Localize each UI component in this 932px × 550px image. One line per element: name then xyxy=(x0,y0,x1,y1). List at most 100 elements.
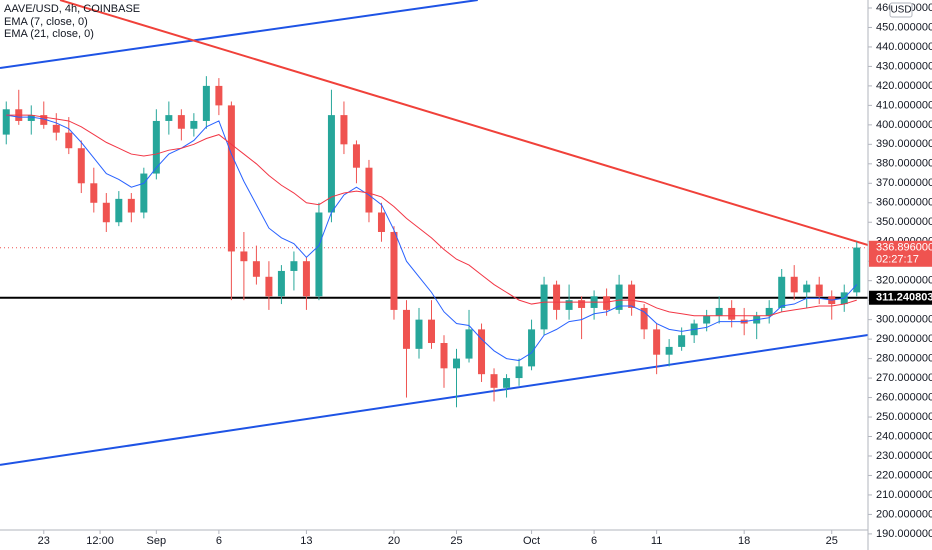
currency-label: USD xyxy=(890,5,911,16)
candle-body xyxy=(578,300,586,308)
currency-badge xyxy=(889,2,913,18)
candle-body xyxy=(127,198,135,213)
candle-body xyxy=(102,202,110,223)
candle-body xyxy=(415,319,423,349)
candle-body xyxy=(778,276,786,308)
candle-body xyxy=(152,120,160,174)
candle-body xyxy=(790,276,798,293)
candle-body xyxy=(265,276,273,297)
y-tick-label: 260.00000000 xyxy=(876,391,932,403)
candle-body xyxy=(27,115,35,121)
plot-area xyxy=(0,0,868,466)
candle-body xyxy=(815,284,823,297)
x-tick-label: 25 xyxy=(826,535,838,547)
x-tick-label: Oct xyxy=(523,535,540,547)
last-price-label: 336.89600000 xyxy=(876,242,932,254)
candle-body xyxy=(640,307,648,330)
candle-body xyxy=(490,374,498,388)
x-tick-label: 11 xyxy=(651,535,662,547)
candle-body xyxy=(315,212,323,297)
candle-body xyxy=(553,284,561,310)
y-tick-label: 370.00000000 xyxy=(876,177,932,189)
candle-body xyxy=(327,115,335,213)
y-tick-label: 220.00000000 xyxy=(876,469,932,481)
candle-body xyxy=(277,270,285,297)
candle-body xyxy=(190,120,198,129)
x-tick-label: 6 xyxy=(216,535,222,547)
y-tick-label: 270.00000000 xyxy=(876,372,932,384)
candle-body xyxy=(40,115,48,125)
trend-line xyxy=(0,334,868,466)
candle-body xyxy=(853,247,861,293)
candle-body xyxy=(427,319,435,344)
candle-body xyxy=(377,212,385,232)
candle-body xyxy=(177,115,185,129)
y-tick-label: 410.00000000 xyxy=(876,99,932,111)
candle-body xyxy=(465,329,473,359)
candle-body xyxy=(90,183,98,203)
candle-body xyxy=(115,198,123,223)
level-label: 311.24080390 xyxy=(876,292,932,304)
candle-body xyxy=(202,85,210,121)
candle-body xyxy=(803,284,811,293)
y-tick-label: 360.00000000 xyxy=(876,197,932,209)
ema-line xyxy=(6,114,857,317)
y-tick-label: 380.00000000 xyxy=(876,158,932,170)
y-tick-label: 280.00000000 xyxy=(876,352,932,364)
candle-body xyxy=(653,329,661,355)
x-tick-label: 20 xyxy=(388,535,400,547)
x-tick-label: 18 xyxy=(738,535,750,547)
y-tick-label: 400.00000000 xyxy=(876,119,932,131)
candle-body xyxy=(77,148,85,184)
x-tick-label: 13 xyxy=(300,535,312,547)
candle-body xyxy=(240,251,248,262)
candle-body xyxy=(765,307,773,316)
y-tick-label: 440.00000000 xyxy=(876,41,932,53)
y-tick-label: 210.00000000 xyxy=(876,489,932,501)
x-tick-label: 6 xyxy=(591,535,597,547)
candle-body xyxy=(215,85,223,106)
labels: AAVE/USD, 4h, COINBASE EMA (7, close, 0)… xyxy=(4,2,932,305)
trend-line xyxy=(0,0,478,69)
x-tick-label: 25 xyxy=(450,535,462,547)
candle-body xyxy=(290,261,298,271)
legend-entry: EMA (7, close, 0) xyxy=(4,16,88,28)
y-tick-label: 230.00000000 xyxy=(876,450,932,462)
candle-body xyxy=(390,231,398,310)
countdown-label: 02:27:17 xyxy=(876,254,919,266)
trend-line xyxy=(59,0,868,246)
y-tick-label: 240.00000000 xyxy=(876,430,932,442)
y-tick-label: 390.00000000 xyxy=(876,138,932,150)
candle-body xyxy=(665,346,673,355)
y-tick-label: 420.00000000 xyxy=(876,80,932,92)
y-tick-label: 450.00000000 xyxy=(876,21,932,33)
candle-body xyxy=(453,358,461,369)
candle-body xyxy=(165,115,173,121)
candle-body xyxy=(615,284,623,310)
x-tick-label: 23 xyxy=(38,535,50,547)
chart-title: AAVE/USD, 4h, COINBASE xyxy=(4,3,140,15)
candle-body xyxy=(503,378,511,388)
candle-body xyxy=(65,132,73,149)
y-tick-label: 200.00000000 xyxy=(876,508,932,520)
candle-body xyxy=(678,335,686,347)
candle-body xyxy=(478,329,486,375)
candle-body xyxy=(302,261,310,297)
candle-body xyxy=(628,284,636,308)
candle-body xyxy=(402,309,410,349)
candle-body xyxy=(540,284,548,330)
y-tick-label: 350.00000000 xyxy=(876,216,932,228)
candle-body xyxy=(340,115,348,145)
candle-body xyxy=(352,144,360,168)
y-tick-label: 320.00000000 xyxy=(876,275,932,287)
candle-body xyxy=(440,343,448,369)
candle-body xyxy=(2,109,10,135)
y-tick-label: 300.00000000 xyxy=(876,314,932,326)
candle-body xyxy=(52,124,60,133)
candle-body xyxy=(728,307,736,320)
candle-body xyxy=(703,315,711,324)
ema-line xyxy=(6,114,858,362)
